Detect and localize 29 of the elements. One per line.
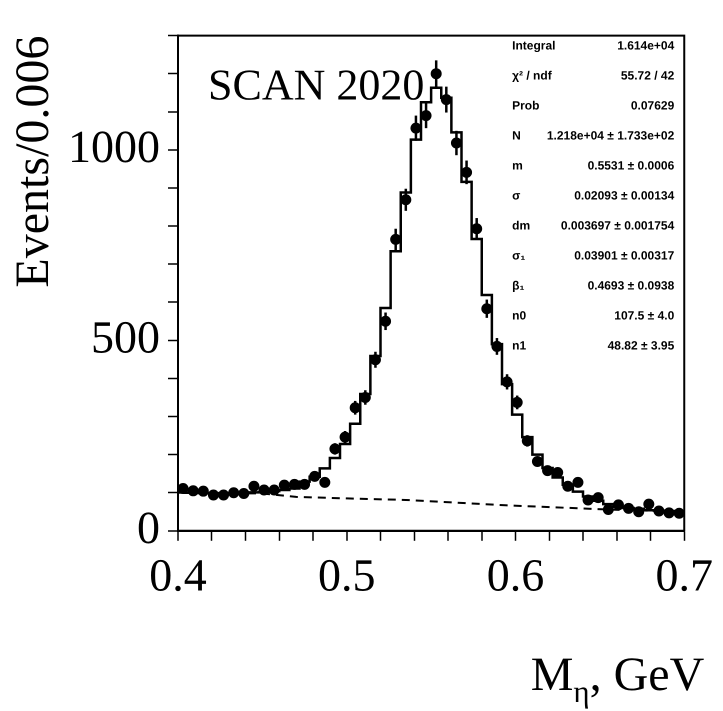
annotation: 55.72 / 42	[620, 68, 675, 83]
annotation: N	[512, 128, 521, 143]
x-tick-label: 0.6	[486, 549, 544, 600]
annotation: χ² / ndf	[512, 68, 553, 83]
annotation: σ	[512, 188, 520, 203]
annotation: dm	[512, 218, 530, 233]
annotation: SCAN 2020	[208, 60, 424, 110]
annotation: n1	[512, 338, 526, 353]
annotation: m	[512, 158, 523, 173]
annotation: Prob	[512, 98, 540, 113]
annotation: n0	[512, 308, 526, 323]
annotation: Integral	[512, 38, 556, 53]
annotation: 48.82 ± 3.95	[608, 338, 675, 353]
annotation: σ₁	[512, 248, 526, 263]
annotation: 0.03901 ± 0.00317	[574, 248, 675, 263]
annotation: 107.5 ± 4.0	[614, 308, 675, 323]
annotation: 1.218e+04 ± 1.733e+02	[546, 128, 675, 143]
annotation: 0.5531 ± 0.0006	[588, 158, 675, 173]
y-tick-label: 500	[91, 311, 160, 362]
x-tick-label: 0.5	[318, 549, 376, 600]
annotation: 0.003697 ± 0.001754	[560, 218, 675, 233]
y-tick-label: 1000	[68, 120, 160, 172]
annotation: 0.02093 ± 0.00134	[574, 188, 675, 203]
y-axis-title: Events/0.006	[6, 36, 59, 288]
annotation: 0.07629	[630, 98, 675, 113]
annotation: 1.614e+04	[617, 38, 675, 53]
annotation: β₁	[512, 278, 524, 293]
annotation: 0.4693 ± 0.0938	[588, 278, 675, 293]
x-tick-label: 0.7	[656, 549, 713, 600]
